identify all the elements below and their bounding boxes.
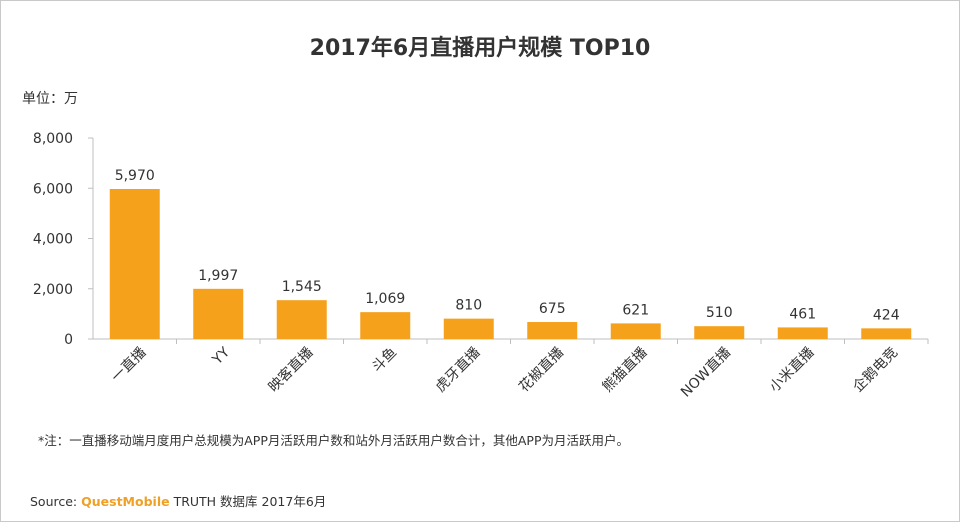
data-label: 5,970: [115, 168, 155, 184]
y-tick-label: 2,000: [33, 282, 73, 298]
bar: [777, 327, 828, 339]
source-rest: TRUTH 数据库 2017年6月: [173, 494, 327, 509]
source-line: Source: QuestMobile TRUTH 数据库 2017年6月: [30, 491, 326, 510]
unit-label: 单位：万: [22, 91, 78, 107]
data-label: 621: [622, 302, 649, 318]
data-label: 510: [706, 305, 733, 321]
x-tick-label: NOW直播: [677, 344, 734, 401]
data-label: 1,069: [365, 291, 405, 307]
y-axis: 0 2,000 4,000 6,000 8,000: [33, 131, 94, 348]
bar: [276, 300, 327, 339]
source-prefix: Source:: [30, 494, 78, 509]
bar: [861, 328, 912, 339]
x-tick-label: 企鹅电竞: [849, 344, 901, 396]
x-axis: 一直播 YY 映客直播 斗鱼 虎牙直播 花椒直播 熊猫直播 NOW直播 小米直播 企鹅电竞: [93, 338, 929, 401]
data-label: 1,997: [198, 268, 238, 284]
bar: [694, 326, 745, 339]
data-label: 810: [455, 298, 482, 314]
footnote: *注：一直播移动端月度用户总规模为APP月活跃用户数和站外月活跃用户数合计，其他…: [38, 433, 630, 448]
x-tick-label: 斗鱼: [368, 344, 400, 376]
y-tick-label: 0: [64, 332, 73, 348]
x-tick-label: 一直播: [108, 344, 150, 386]
x-tick-label: 小米直播: [766, 344, 818, 396]
y-tick-label: 8,000: [33, 131, 73, 147]
bar-chart: 0 2,000 4,000 6,000 8,000 一直播 YY 映客直播 斗鱼 虎牙直播 花椒直…: [33, 131, 929, 401]
bar: [610, 323, 661, 339]
data-label: 1,545: [282, 279, 322, 295]
data-label: 675: [539, 301, 566, 317]
x-tick-label: YY: [209, 344, 233, 368]
bar: [360, 312, 411, 339]
data-label: 424: [873, 307, 900, 323]
bar: [109, 189, 160, 339]
bar: [527, 322, 578, 339]
x-tick-label: 花椒直播: [515, 344, 567, 396]
data-label: 461: [789, 306, 816, 322]
x-tick-label: 熊猫直播: [599, 344, 651, 396]
x-tick-label: 映客直播: [265, 344, 317, 396]
bar: [443, 318, 494, 339]
y-tick-label: 6,000: [33, 181, 73, 197]
x-tick-label: 虎牙直播: [432, 344, 484, 396]
bars: 5,970 1,997 1,545 1,069 810 675 621 510 461 424: [109, 168, 912, 339]
bar: [193, 288, 244, 339]
source-brand: QuestMobile: [81, 494, 170, 509]
chart-title: 2017年6月直播用户规模 TOP10: [309, 36, 651, 61]
y-tick-label: 4,000: [33, 232, 73, 248]
